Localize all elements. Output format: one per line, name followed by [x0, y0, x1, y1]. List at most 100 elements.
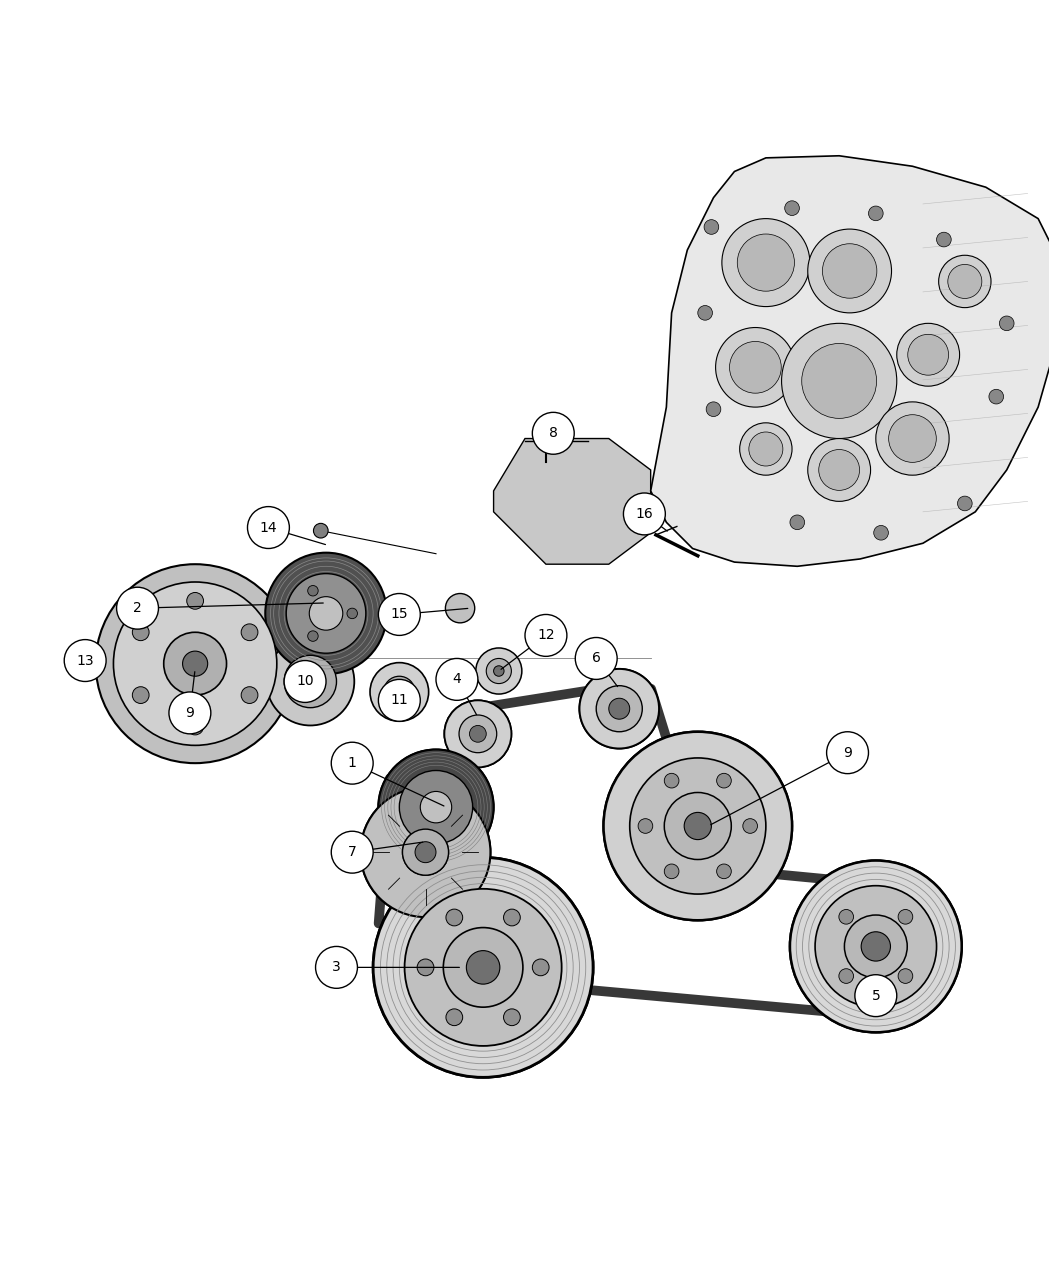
Circle shape — [316, 946, 357, 988]
Circle shape — [459, 715, 497, 752]
Text: 12: 12 — [538, 629, 554, 643]
Circle shape — [807, 230, 891, 312]
Circle shape — [446, 1009, 463, 1025]
Circle shape — [665, 864, 679, 878]
Circle shape — [443, 928, 523, 1007]
Circle shape — [839, 969, 854, 983]
Circle shape — [248, 506, 290, 548]
Circle shape — [717, 774, 731, 788]
Text: 13: 13 — [77, 654, 94, 668]
Circle shape — [532, 959, 549, 975]
Circle shape — [360, 787, 490, 917]
Circle shape — [730, 342, 781, 393]
Circle shape — [839, 909, 854, 924]
Circle shape — [373, 857, 593, 1077]
Circle shape — [113, 581, 277, 746]
Text: 10: 10 — [296, 674, 314, 688]
Circle shape — [888, 414, 937, 463]
Circle shape — [417, 959, 434, 975]
Circle shape — [722, 218, 810, 306]
Circle shape — [717, 864, 731, 878]
Circle shape — [285, 660, 327, 703]
Text: 5: 5 — [872, 988, 880, 1002]
Circle shape — [898, 969, 912, 983]
Circle shape — [64, 640, 106, 681]
Circle shape — [898, 969, 912, 983]
Text: 9: 9 — [186, 706, 194, 720]
Circle shape — [308, 585, 318, 595]
Circle shape — [378, 594, 420, 635]
Text: 14: 14 — [259, 520, 277, 534]
Circle shape — [839, 969, 854, 983]
Circle shape — [596, 686, 643, 732]
Circle shape — [707, 402, 721, 417]
Circle shape — [665, 793, 731, 859]
Circle shape — [504, 909, 521, 926]
Circle shape — [958, 496, 972, 511]
Circle shape — [494, 666, 504, 676]
Circle shape — [310, 597, 342, 630]
Circle shape — [989, 389, 1004, 404]
Circle shape — [183, 652, 208, 676]
Circle shape — [826, 732, 868, 774]
Circle shape — [948, 264, 982, 298]
Circle shape — [638, 819, 653, 834]
Circle shape — [392, 685, 406, 699]
Circle shape — [790, 861, 962, 1033]
Circle shape — [504, 1009, 521, 1025]
Circle shape — [844, 915, 907, 978]
Circle shape — [665, 774, 679, 788]
Text: 16: 16 — [635, 507, 653, 521]
Circle shape — [420, 792, 451, 822]
Circle shape — [446, 1009, 463, 1025]
Circle shape — [939, 255, 991, 307]
Circle shape — [370, 663, 428, 722]
Text: 8: 8 — [549, 426, 558, 440]
Circle shape — [242, 687, 258, 704]
Text: 6: 6 — [592, 652, 601, 666]
Circle shape — [466, 951, 500, 984]
Circle shape — [819, 450, 860, 491]
Circle shape — [665, 793, 731, 859]
Circle shape — [285, 655, 336, 708]
Circle shape — [504, 909, 521, 926]
Circle shape — [446, 909, 463, 926]
Circle shape — [844, 915, 907, 978]
Circle shape — [96, 565, 295, 764]
Circle shape — [790, 515, 804, 529]
Circle shape — [445, 594, 475, 623]
Circle shape — [609, 699, 630, 719]
Circle shape — [630, 757, 765, 894]
Circle shape — [346, 608, 357, 618]
Circle shape — [314, 523, 328, 538]
Circle shape — [839, 909, 854, 924]
Circle shape — [609, 699, 630, 719]
Circle shape — [187, 593, 204, 609]
Text: 3: 3 — [332, 960, 341, 974]
Circle shape — [402, 829, 448, 875]
Circle shape — [742, 819, 757, 834]
Circle shape — [807, 439, 870, 501]
Text: 2: 2 — [133, 602, 142, 615]
Circle shape — [705, 219, 719, 235]
Circle shape — [331, 831, 373, 873]
Circle shape — [575, 638, 617, 680]
Circle shape — [604, 732, 792, 921]
Circle shape — [737, 235, 795, 291]
Circle shape — [287, 574, 365, 653]
Circle shape — [420, 792, 451, 822]
Circle shape — [378, 680, 420, 722]
Circle shape — [132, 687, 149, 704]
Circle shape — [267, 638, 354, 725]
Circle shape — [749, 432, 783, 467]
Circle shape — [876, 402, 949, 476]
Text: 15: 15 — [391, 607, 408, 621]
Circle shape — [624, 493, 666, 536]
Circle shape — [937, 232, 951, 247]
Circle shape — [698, 306, 713, 320]
Circle shape — [685, 812, 712, 840]
Circle shape — [486, 658, 511, 683]
Circle shape — [399, 770, 472, 844]
Circle shape — [469, 725, 486, 742]
Polygon shape — [651, 156, 1050, 566]
